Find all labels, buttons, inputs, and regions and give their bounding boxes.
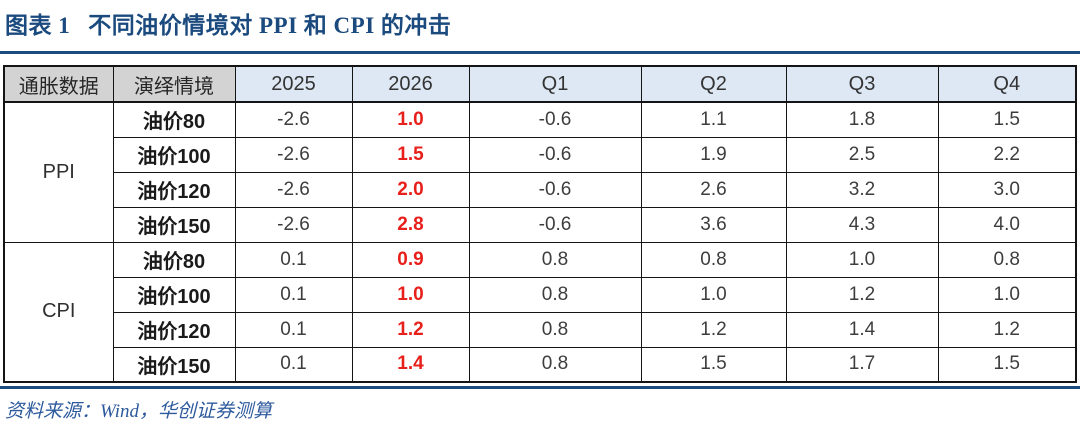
scenario-label: 油价150 [112,346,236,383]
value-q3: 1.7 [785,346,939,383]
value-q4: 1.5 [937,346,1077,383]
value-q1: 0.8 [468,241,642,278]
value-q3: 1.0 [785,241,939,278]
scenario-label: 油价120 [112,311,236,348]
value-2025: 0.1 [234,241,353,278]
scenario-label: 油价120 [112,171,236,208]
value-2026: 1.2 [351,311,470,348]
value-2026: 1.4 [351,346,470,383]
value-q2: 0.8 [640,241,787,278]
value-q4: 4.0 [937,206,1077,243]
value-2025: -2.6 [234,171,353,208]
oil-price-impact-table: 通胀数据 演绎情境 2025 2026 Q1 Q2 Q3 Q4 PPI 油价80… [3,65,1077,383]
value-2026: 2.8 [351,206,470,243]
value-q2: 2.6 [640,171,787,208]
header-scenario: 演绎情境 [112,65,236,103]
header-2026: 2026 [351,65,470,103]
value-q1: -0.6 [468,136,642,173]
group-label-cpi: CPI [3,241,114,383]
table-row: 油价100 -2.6 1.5 -0.6 1.9 2.5 2.2 [4,136,1077,173]
header-q2: Q2 [640,65,787,103]
top-divider-line [0,51,1080,54]
value-q2: 3.6 [640,206,787,243]
value-2025: -2.6 [234,101,353,138]
value-q4: 1.0 [937,276,1077,313]
scenario-label: 油价150 [112,206,236,243]
table-row: 油价100 0.1 1.0 0.8 1.0 1.2 1.0 [4,276,1077,313]
scenario-label: 油价100 [112,136,236,173]
value-q3: 2.5 [785,136,939,173]
header-q3: Q3 [785,65,939,103]
value-q3: 1.8 [785,101,939,138]
table-row: 油价120 -2.6 2.0 -0.6 2.6 3.2 3.0 [4,171,1077,208]
value-q1: 0.8 [468,276,642,313]
scenario-label: 油价100 [112,276,236,313]
table-row: PPI 油价80 -2.6 1.0 -0.6 1.1 1.8 1.5 [3,101,1077,243]
table-row: 油价150 -2.6 2.8 -0.6 3.6 4.3 4.0 [4,206,1077,243]
group-label-ppi: PPI [3,101,114,243]
value-q2: 1.1 [640,101,787,138]
figure-title: 图表 1 不同油价情境对 PPI 和 CPI 的冲击 [5,6,451,40]
scenario-label: 油价80 [112,101,236,138]
value-q4: 0.8 [937,241,1077,278]
table-row: 油价120 0.1 1.2 0.8 1.2 1.4 1.2 [4,311,1077,348]
value-2025: -2.6 [234,136,353,173]
value-2026: 1.0 [351,276,470,313]
value-2026: 1.5 [351,136,470,173]
value-2026: 1.0 [351,101,470,138]
value-q4: 1.2 [937,311,1077,348]
value-q1: -0.6 [468,101,642,138]
value-q3: 3.2 [785,171,939,208]
header-q1: Q1 [468,65,642,103]
source-note: 资料来源：Wind，华创证券测算 [5,401,273,422]
figure-number: 图表 1 [5,13,71,38]
value-q3: 1.2 [785,276,939,313]
scenario-label: 油价80 [112,241,236,278]
value-q1: 0.8 [468,346,642,383]
value-q1: -0.6 [468,206,642,243]
value-2026: 2.0 [351,171,470,208]
value-q1: -0.6 [468,171,642,208]
value-2025: -2.6 [234,206,353,243]
value-2025: 0.1 [234,311,353,348]
table-row: 油价150 0.1 1.4 0.8 1.5 1.7 1.5 [4,346,1077,383]
value-q2: 1.0 [640,276,787,313]
table-row: CPI 油价80 0.1 0.9 0.8 0.8 1.0 0.8 [3,241,1077,383]
value-q3: 4.3 [785,206,939,243]
bottom-divider-line [0,386,1080,389]
value-2026: 0.9 [351,241,470,278]
value-q2: 1.5 [640,346,787,383]
value-q4: 3.0 [937,171,1077,208]
value-2025: 0.1 [234,346,353,383]
table-header-row: 通胀数据 演绎情境 2025 2026 Q1 Q2 Q3 Q4 [3,65,1077,103]
value-2025: 0.1 [234,276,353,313]
header-2025: 2025 [234,65,353,103]
value-q2: 1.9 [640,136,787,173]
header-inflation-data: 通胀数据 [3,65,114,103]
header-q4: Q4 [937,65,1077,103]
value-q1: 0.8 [468,311,642,348]
value-q3: 1.4 [785,311,939,348]
value-q4: 1.5 [937,101,1077,138]
value-q2: 1.2 [640,311,787,348]
value-q4: 2.2 [937,136,1077,173]
figure-title-text: 不同油价情境对 PPI 和 CPI 的冲击 [88,13,452,38]
